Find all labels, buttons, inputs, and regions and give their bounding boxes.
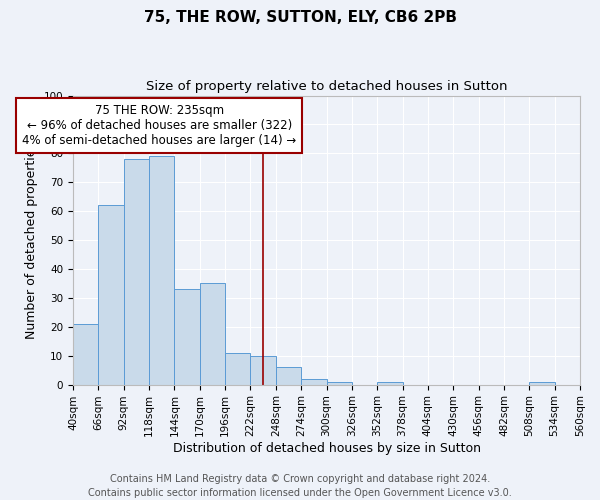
Bar xyxy=(73,324,98,384)
Bar xyxy=(301,379,326,384)
Bar xyxy=(124,159,149,384)
Bar xyxy=(276,368,301,384)
Bar xyxy=(175,289,200,384)
Text: Contains HM Land Registry data © Crown copyright and database right 2024.
Contai: Contains HM Land Registry data © Crown c… xyxy=(88,474,512,498)
Title: Size of property relative to detached houses in Sutton: Size of property relative to detached ho… xyxy=(146,80,507,93)
X-axis label: Distribution of detached houses by size in Sutton: Distribution of detached houses by size … xyxy=(173,442,481,455)
Bar xyxy=(225,353,250,384)
Text: 75, THE ROW, SUTTON, ELY, CB6 2PB: 75, THE ROW, SUTTON, ELY, CB6 2PB xyxy=(143,10,457,25)
Text: 75 THE ROW: 235sqm
← 96% of detached houses are smaller (322)
4% of semi-detache: 75 THE ROW: 235sqm ← 96% of detached hou… xyxy=(22,104,296,147)
Y-axis label: Number of detached properties: Number of detached properties xyxy=(25,142,38,338)
Bar xyxy=(149,156,175,384)
Bar xyxy=(250,356,276,384)
Bar xyxy=(326,382,352,384)
Bar xyxy=(98,206,124,384)
Bar xyxy=(200,284,225,384)
Bar xyxy=(529,382,554,384)
Bar xyxy=(377,382,403,384)
